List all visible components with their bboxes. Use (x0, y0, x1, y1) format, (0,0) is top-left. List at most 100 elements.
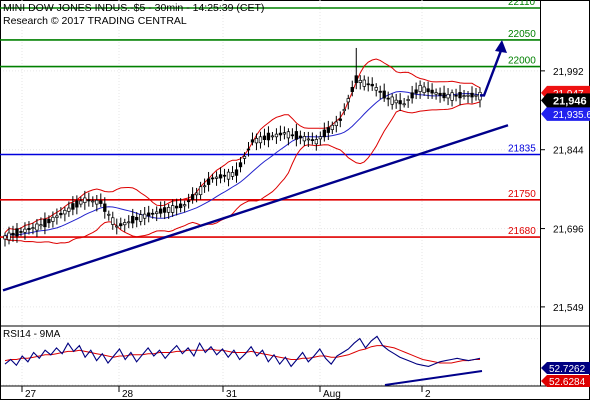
level-label-support: 21680 (508, 226, 536, 237)
candle-body (182, 204, 187, 207)
level-label-support: 21750 (508, 189, 536, 200)
candle-body (214, 176, 219, 179)
x-tick-label: 31 (226, 389, 238, 400)
candle-body (238, 162, 243, 168)
x-tick-label: Aug (323, 389, 341, 400)
candle-body (15, 228, 19, 237)
candle-body (430, 89, 434, 94)
candle-body (282, 132, 287, 135)
bollinger-upper-band (4, 58, 481, 233)
candle-body (434, 92, 438, 95)
candle-body (378, 90, 382, 93)
candle-body (99, 200, 103, 204)
candle-body (454, 94, 458, 97)
candle-body (147, 212, 151, 217)
candle-body (159, 208, 163, 214)
x-tick-label: 28 (122, 389, 134, 400)
candle-body (290, 134, 295, 137)
candle-body (314, 139, 318, 145)
candle-body (462, 95, 466, 97)
candle-body (274, 133, 279, 138)
candle-body (286, 131, 291, 139)
rsi-panel-title: RSI14 - 9MA (3, 329, 61, 340)
candle-body (111, 217, 115, 225)
rsi-ma-value-tag-box (541, 375, 590, 387)
candle-body (131, 215, 135, 224)
candle-body (79, 200, 83, 205)
candle-body (386, 97, 390, 100)
candle-body (366, 83, 370, 86)
rsi-value-tag-box (541, 362, 590, 374)
candle-body (422, 86, 426, 94)
y-tick-label: 21,844 (553, 146, 584, 157)
candle-body (426, 88, 430, 93)
candle-body (474, 94, 478, 97)
candle-body (39, 224, 43, 227)
candle-body (83, 197, 87, 203)
level-label-resistance: 22050 (508, 29, 536, 40)
candle-body (258, 136, 263, 144)
candle-body (398, 100, 402, 105)
candle-body (394, 99, 398, 104)
candle-body (342, 108, 346, 112)
candle-body (19, 231, 23, 233)
candle-body (350, 86, 354, 92)
candle-body (326, 127, 330, 133)
candle-body (11, 232, 15, 236)
candle-body (174, 205, 179, 209)
candle-body (87, 199, 91, 202)
candle-body (402, 103, 406, 106)
candle-body (442, 92, 446, 99)
candle-body (226, 171, 231, 180)
candle-body (358, 79, 362, 83)
candle-body (139, 214, 143, 222)
candle-body (59, 212, 63, 216)
candle-body (155, 211, 159, 214)
candle-body (374, 87, 378, 91)
candle-body (43, 218, 47, 228)
candle-body (119, 223, 123, 227)
candle-body (63, 209, 67, 215)
candle-body (382, 90, 386, 99)
candle-body (406, 99, 410, 101)
candle-body (390, 96, 394, 105)
candle-body (250, 139, 255, 143)
candle-body (107, 213, 111, 216)
candle-body (31, 227, 35, 230)
candle-body (458, 92, 462, 99)
candle-body (270, 135, 275, 138)
projection-arrow (480, 47, 504, 97)
candle-body (318, 136, 322, 140)
candle-body (210, 177, 215, 180)
candle-body (194, 192, 199, 196)
candle-body (278, 132, 283, 136)
candle-body (222, 174, 227, 177)
candle-body (354, 75, 358, 84)
moving-average-price-tag-label: 21,935.6 (553, 110, 590, 121)
candle-body (190, 194, 195, 200)
candle-body (123, 222, 127, 226)
candle-body (266, 132, 271, 141)
y-tick-label: 21,992 (553, 67, 584, 78)
candle-body (414, 89, 418, 94)
chart-header-copyright: Research © 2017 TRADING CENTRAL (3, 15, 187, 27)
bollinger-lower-band (4, 101, 481, 245)
candle-body (151, 212, 155, 215)
candle-body (95, 199, 99, 205)
candle-body (298, 135, 303, 139)
x-tick-label: 2 (425, 389, 431, 400)
candle-body (302, 136, 307, 142)
candle-body (143, 213, 147, 219)
candle-body (135, 216, 139, 221)
candle-body (167, 207, 171, 213)
candle-body (410, 92, 414, 99)
candle-body (51, 216, 55, 222)
candle-body (470, 92, 474, 98)
y-tick-label: 21,696 (553, 225, 584, 236)
candle-body (178, 203, 183, 209)
candle-body (230, 172, 235, 177)
x-tick-label: 27 (25, 389, 37, 400)
candle-body (306, 138, 311, 141)
candle-body (27, 227, 31, 230)
rsi-ma-line (4, 345, 480, 364)
